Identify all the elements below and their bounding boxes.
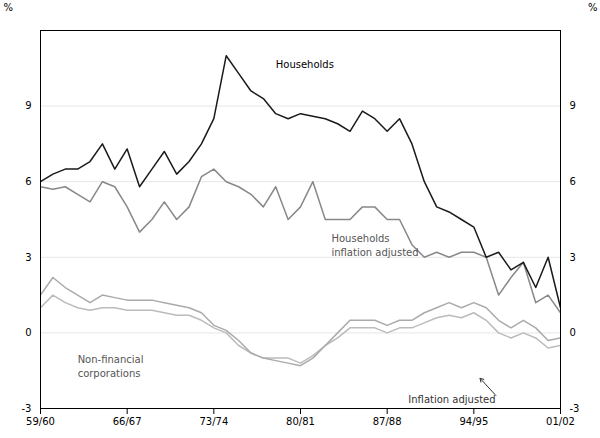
svg-text:Householdsinflation adjusted: Householdsinflation adjusted	[331, 233, 418, 258]
svg-text:6: 6	[570, 176, 576, 187]
svg-text:%: %	[4, 2, 14, 13]
svg-text:Inflation adjusted: Inflation adjusted	[408, 394, 495, 405]
svg-text:80/81: 80/81	[286, 416, 315, 427]
svg-text:0: 0	[570, 327, 576, 338]
svg-text:66/67: 66/67	[113, 416, 142, 427]
svg-text:3: 3	[570, 251, 576, 262]
svg-text:0: 0	[25, 327, 31, 338]
svg-text:3: 3	[25, 251, 31, 262]
svg-text:Households: Households	[276, 59, 334, 70]
svg-text:%: %	[588, 2, 598, 13]
svg-text:87/88: 87/88	[373, 416, 402, 427]
svg-text:9: 9	[570, 100, 576, 111]
svg-text:9: 9	[25, 100, 31, 111]
svg-text:59/60: 59/60	[26, 416, 55, 427]
svg-text:-3: -3	[22, 403, 32, 414]
svg-text:94/95: 94/95	[459, 416, 488, 427]
svg-text:Non-financialcorporations: Non-financialcorporations	[78, 354, 144, 379]
svg-text:-3: -3	[570, 403, 580, 414]
svg-text:01/02: 01/02	[546, 416, 575, 427]
svg-text:73/74: 73/74	[199, 416, 228, 427]
svg-text:6: 6	[25, 176, 31, 187]
